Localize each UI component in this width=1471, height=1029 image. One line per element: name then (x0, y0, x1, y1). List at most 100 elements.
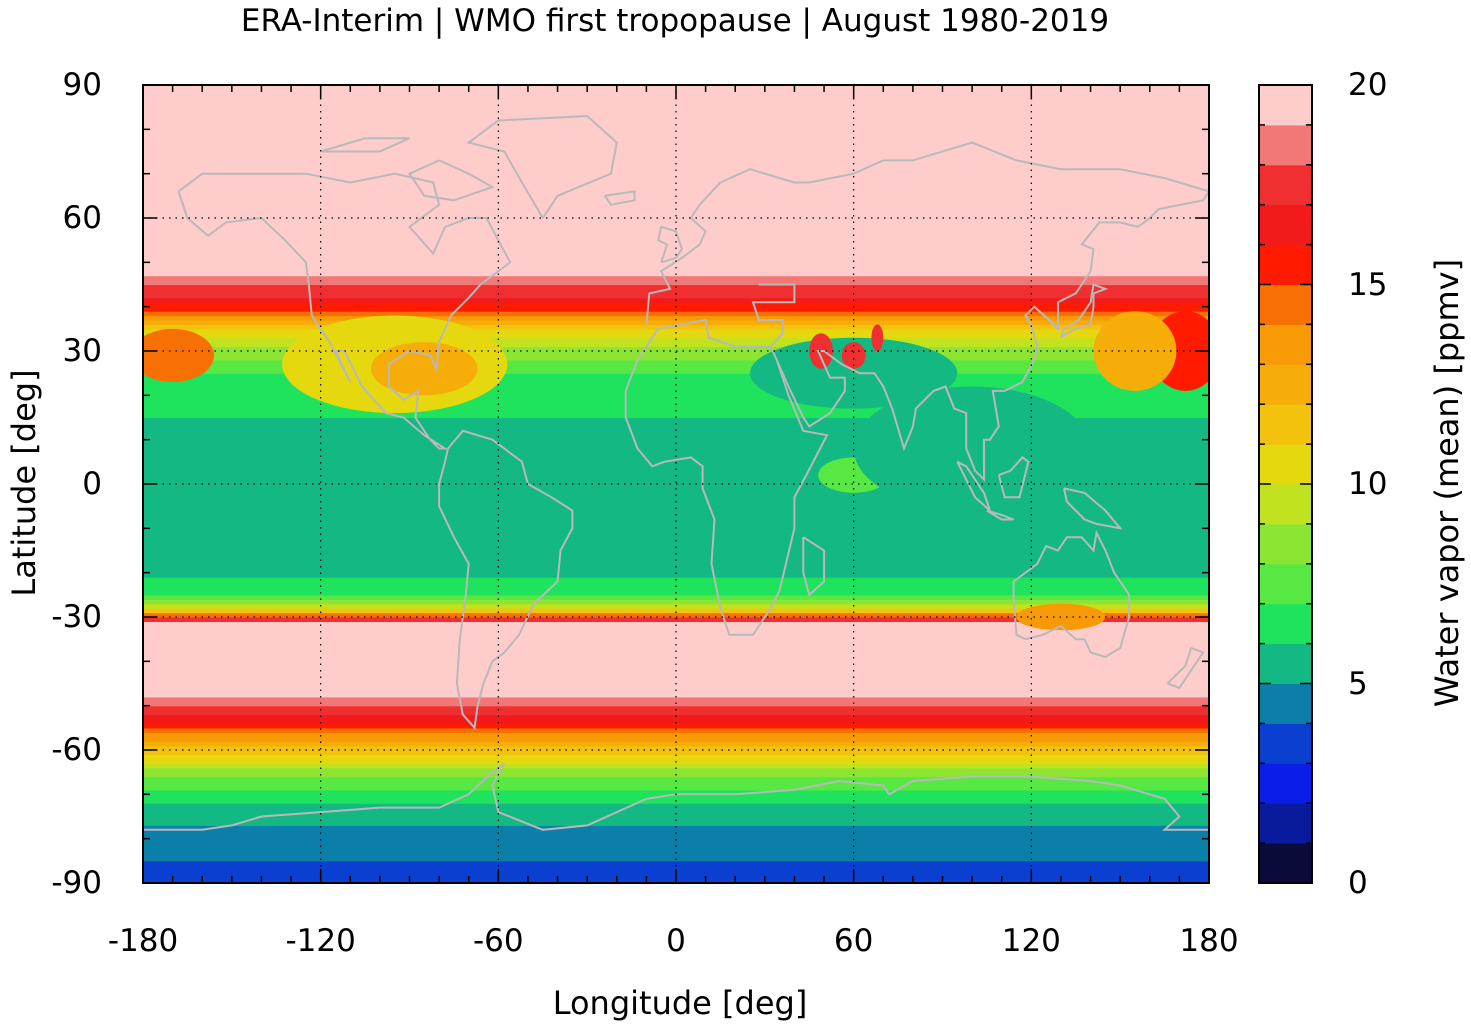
colorbar-segment (1259, 284, 1312, 325)
coastlines (143, 114, 1209, 831)
field-feature (841, 342, 866, 369)
field-band (143, 847, 1209, 853)
coastline (466, 114, 618, 219)
field-band (143, 750, 1209, 756)
field-band (143, 204, 1209, 210)
field-band (143, 390, 1209, 396)
field-band (143, 355, 1209, 361)
coastline (657, 225, 684, 264)
coastline (1059, 283, 1109, 339)
colorbar-tick-label: 10 (1348, 466, 1388, 502)
axes-frame (142, 84, 1210, 884)
field-band (143, 315, 1209, 321)
field-band (143, 727, 1209, 733)
y-tick-label: -90 (51, 865, 102, 901)
field-band (143, 559, 1209, 565)
field-band (143, 133, 1209, 139)
field-band (143, 643, 1209, 649)
field-band (143, 413, 1209, 419)
field-band (143, 328, 1209, 334)
field-band (143, 754, 1209, 760)
field-band (143, 266, 1209, 272)
field-feature (871, 324, 884, 352)
field-band (143, 155, 1209, 161)
field-band (143, 608, 1209, 614)
field-band (143, 776, 1209, 782)
field-band (143, 692, 1209, 698)
y-tick-label: 60 (62, 200, 102, 236)
field-band (143, 452, 1209, 458)
field-band (143, 151, 1209, 157)
coastline (1062, 487, 1123, 530)
field-feature (1093, 311, 1177, 391)
x-axis-label: Longitude [deg] (552, 984, 808, 1022)
x-tick-label: 120 (1001, 923, 1061, 959)
field-band (143, 652, 1209, 658)
field-band (143, 634, 1209, 640)
coastline (438, 429, 574, 731)
field-band (143, 124, 1209, 130)
field-band (143, 625, 1209, 631)
field-band (143, 195, 1209, 201)
field-band (143, 346, 1209, 352)
colorbar-segment (1259, 244, 1312, 285)
colorbar-segment (1259, 204, 1312, 246)
field-band (143, 435, 1209, 441)
coastline (997, 456, 1030, 499)
field-band (143, 142, 1209, 148)
field-feature (143, 328, 215, 383)
field-band (143, 705, 1209, 711)
chart-title: ERA-Interim | WMO first tropopause | Aug… (240, 3, 1110, 39)
colorbar-segment (1259, 164, 1312, 206)
field-band (143, 838, 1209, 844)
field-band (143, 860, 1209, 866)
coastline (408, 159, 495, 202)
colorbar-segment (1259, 643, 1312, 684)
field-band (143, 164, 1209, 170)
field-band (143, 665, 1209, 671)
field-band (143, 581, 1209, 587)
field-band (143, 448, 1209, 454)
field-band (143, 696, 1209, 702)
coastline (624, 318, 829, 636)
field-band (143, 851, 1209, 857)
field-band (143, 820, 1209, 826)
field-feature (750, 337, 958, 409)
colorbar-segment (1259, 803, 1312, 844)
field-band (143, 484, 1209, 490)
field-band (143, 723, 1209, 729)
field-band (143, 257, 1209, 263)
field-band (143, 470, 1209, 476)
field-band (143, 218, 1209, 224)
field-band (143, 182, 1209, 188)
field-band (143, 444, 1209, 450)
colorbar-segment (1259, 523, 1312, 565)
field-band (143, 373, 1209, 379)
field-band (143, 377, 1209, 383)
coastline (1012, 529, 1131, 658)
field-band (143, 572, 1209, 578)
field-band (143, 244, 1209, 250)
colorbar-segment (1259, 404, 1312, 445)
x-tick-label: -60 (473, 923, 524, 959)
y-tick-label: 30 (62, 333, 102, 369)
coastline (177, 172, 512, 450)
field-band (143, 585, 1209, 591)
field-band (143, 568, 1209, 574)
colorbar-label: Water vapor (mean) [ppmv] (1428, 258, 1466, 708)
field-band (143, 510, 1209, 516)
field-band (143, 319, 1209, 325)
field-band (143, 461, 1209, 467)
y-tick-label: -60 (51, 732, 102, 768)
field-band (143, 599, 1209, 605)
coastline (956, 460, 993, 514)
x-tick-label: 180 (1179, 923, 1239, 959)
colorbar-segment (1259, 85, 1312, 126)
x-tick-label: -120 (285, 923, 356, 959)
field-band (143, 364, 1209, 370)
field-band (143, 222, 1209, 228)
field-band (143, 741, 1209, 747)
field-band (143, 240, 1209, 246)
colorbar-tick-label: 5 (1348, 665, 1368, 702)
field-band (143, 515, 1209, 521)
